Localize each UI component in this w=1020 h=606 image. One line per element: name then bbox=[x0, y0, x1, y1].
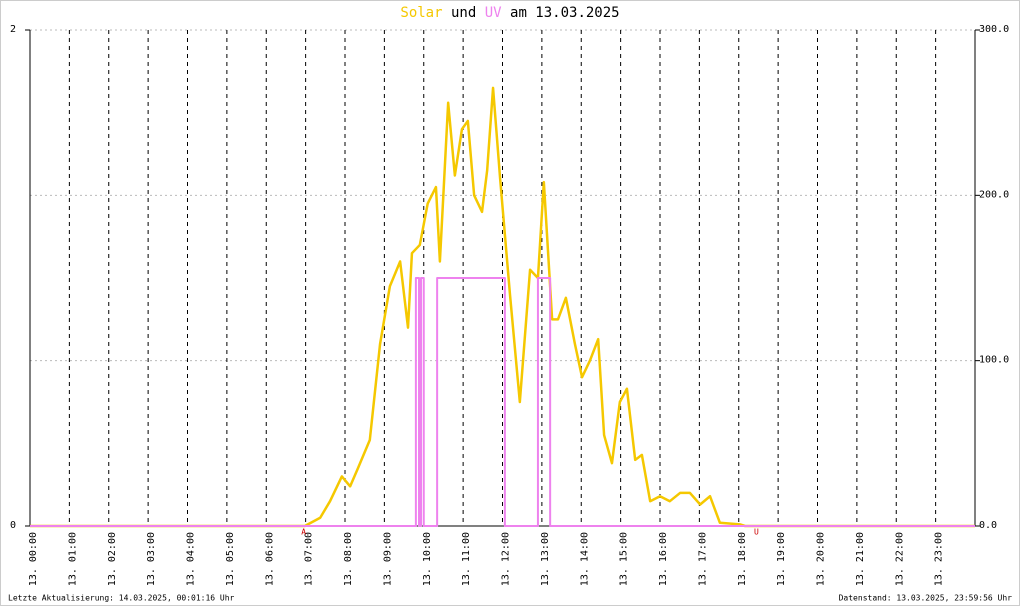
sun-marker: A bbox=[301, 528, 306, 537]
x-tick-label: 13. 12:00 bbox=[501, 532, 512, 586]
x-tick-label: 13. 15:00 bbox=[619, 532, 630, 586]
y-tick-label: 2 bbox=[10, 24, 16, 35]
x-tick-label: 13. 19:00 bbox=[776, 532, 787, 586]
x-tick-label: 13. 21:00 bbox=[855, 532, 866, 586]
x-tick-label: 13. 20:00 bbox=[816, 532, 827, 586]
x-tick-label: 13. 03:00 bbox=[146, 532, 157, 586]
x-tick-label: 13. 04:00 bbox=[186, 532, 197, 586]
series-line bbox=[30, 277, 975, 527]
x-tick-label: 13. 09:00 bbox=[382, 532, 393, 586]
y-tick-label: 0 bbox=[10, 520, 16, 531]
x-tick-label: 13. 14:00 bbox=[579, 532, 590, 586]
y2-tick-label: 0.0 bbox=[979, 520, 997, 531]
x-tick-label: 13. 05:00 bbox=[225, 532, 236, 586]
title-date: am 13.03.2025 bbox=[510, 5, 620, 21]
y2-tick-label: 300.0 bbox=[979, 24, 1009, 35]
x-tick-label: 13. 10:00 bbox=[422, 532, 433, 586]
chart-title: Solar und UV am 13.03.2025 bbox=[400, 5, 619, 21]
title-solar: Solar bbox=[400, 5, 442, 21]
x-tick-label: 13. 08:00 bbox=[343, 532, 354, 586]
x-tick-label: 13. 22:00 bbox=[894, 532, 905, 586]
x-tick-label: 13. 16:00 bbox=[658, 532, 669, 586]
x-tick-label: 13. 13:00 bbox=[540, 532, 551, 586]
footer-left: Letzte Aktualisierung: 14.03.2025, 00:01… bbox=[8, 594, 235, 603]
title-uv: UV bbox=[485, 5, 502, 21]
title-connector: und bbox=[451, 5, 476, 21]
sun-marker: U bbox=[754, 528, 759, 537]
x-tick-label: 13. 23:00 bbox=[934, 532, 945, 586]
series-line bbox=[30, 86, 975, 528]
x-tick-label: 13. 06:00 bbox=[264, 532, 275, 586]
x-tick-label: 13. 11:00 bbox=[461, 532, 472, 586]
footer-right: Datenstand: 13.03.2025, 23:59:56 Uhr bbox=[839, 594, 1013, 603]
x-tick-label: 13. 07:00 bbox=[304, 532, 315, 586]
y2-tick-label: 100.0 bbox=[979, 355, 1009, 366]
x-tick-label: 13. 18:00 bbox=[737, 532, 748, 586]
y2-tick-label: 200.0 bbox=[979, 189, 1009, 200]
x-tick-label: 13. 01:00 bbox=[67, 532, 78, 586]
x-tick-label: 13. 17:00 bbox=[697, 532, 708, 586]
x-tick-label: 13. 00:00 bbox=[28, 532, 39, 586]
x-tick-label: 13. 02:00 bbox=[107, 532, 118, 586]
